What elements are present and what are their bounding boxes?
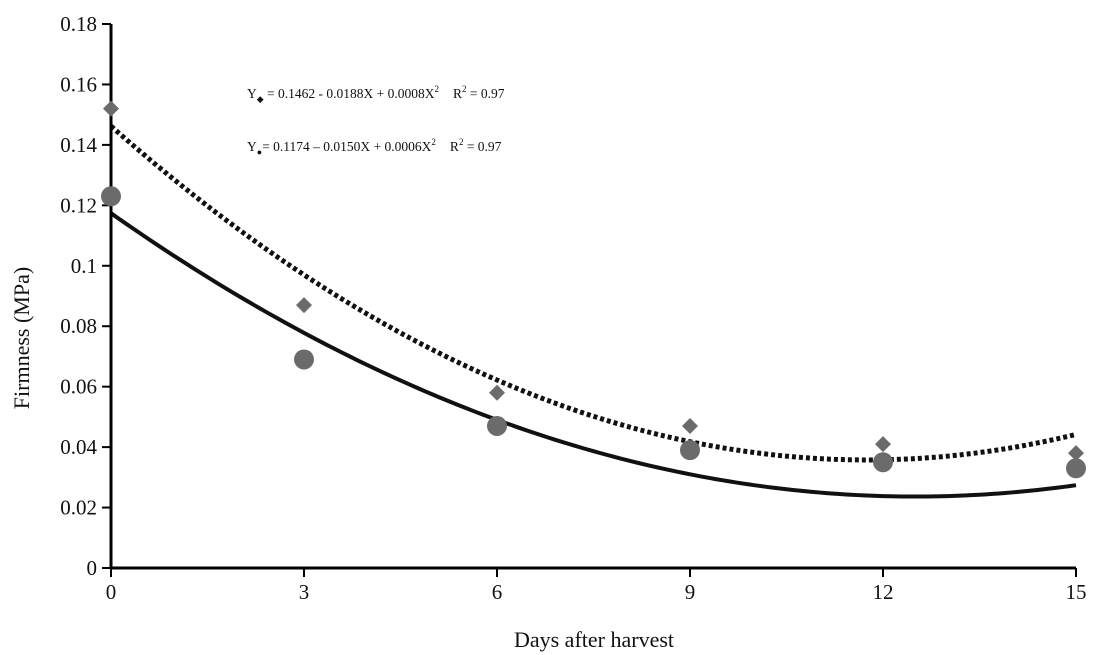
equation-diamond-body: = 0.1462 - 0.0188X + 0.0008X: [264, 86, 435, 101]
equation-diamond-y: Y: [247, 86, 257, 101]
diamond-point: [1068, 445, 1084, 462]
x-tick-label: 0: [106, 580, 117, 604]
equation-circle-series: Y●= 0.1174 – 0.0150X + 0.0006X2 R2 = 0.97: [247, 137, 502, 157]
circle-point: [101, 186, 121, 207]
equation-circle-y: Y: [247, 139, 257, 154]
equation-diamond-r2-exponent: 2: [462, 84, 467, 94]
y-axis-title: Firmness (MPa): [9, 267, 34, 409]
y-tick-label: 0.08: [60, 314, 97, 338]
fit-curve-diamond-series: [109, 124, 1077, 463]
diamond-point: [489, 384, 505, 401]
diamond-point: [682, 417, 698, 434]
equation-circle-r2-exponent: 2: [459, 137, 464, 147]
circle-point: [680, 440, 700, 461]
equation-diamond-symbol: ◆: [257, 94, 264, 104]
x-tick-label: 3: [299, 580, 310, 604]
x-tick-label: 15: [1066, 580, 1087, 604]
y-tick-label: 0.1: [71, 254, 97, 278]
circle-point: [487, 415, 507, 436]
fit-curve-circle-series: [109, 211, 1077, 499]
equation-circle-symbol: ●: [257, 147, 262, 157]
circle-point: [873, 452, 893, 473]
circle-point: [1066, 458, 1086, 479]
y-tick-label: 0.12: [60, 193, 97, 217]
y-tick-label: 0.06: [60, 375, 97, 399]
diamond-point: [296, 297, 312, 314]
y-tick-label: 0.18: [60, 12, 97, 36]
equation-diamond-r2-value: = 0.97: [467, 86, 505, 101]
equation-circle-exponent: 2: [431, 137, 436, 147]
equation-circle-body: = 0.1174 – 0.0150X + 0.0006X: [262, 139, 431, 154]
y-tick-label: 0: [87, 556, 98, 580]
equation-diamond-r2: R: [453, 86, 462, 101]
x-tick-label: 6: [492, 580, 503, 604]
y-tick-label: 0.02: [60, 496, 97, 520]
axes: [109, 24, 1076, 570]
diamond-point: [103, 100, 119, 117]
equation-circle-r2: R: [450, 139, 459, 154]
y-tick-label: 0.16: [60, 72, 97, 96]
x-axis-title: Days after harvest: [514, 627, 674, 652]
diamond-point: [875, 436, 891, 453]
y-tick-label: 0.04: [60, 435, 97, 459]
equation-diamond-exponent: 2: [435, 84, 440, 94]
fit-curves: [109, 124, 1077, 499]
equation-diamond-series: Y◆ = 0.1462 - 0.0188X + 0.0008X2 R2 = 0.9…: [247, 84, 505, 104]
data-points: [101, 100, 1086, 479]
equation-circle-r2-value: = 0.97: [463, 139, 501, 154]
x-tick-label: 12: [873, 580, 894, 604]
y-tick-label: 0.14: [60, 133, 97, 157]
circle-point: [294, 349, 314, 370]
ticks: 0 0.02 0.04 0.06 0.08 0.1 0.12 0.14 0.16 0.18 0 3 6 9…: [60, 12, 1086, 604]
x-tick-label: 9: [685, 580, 696, 604]
